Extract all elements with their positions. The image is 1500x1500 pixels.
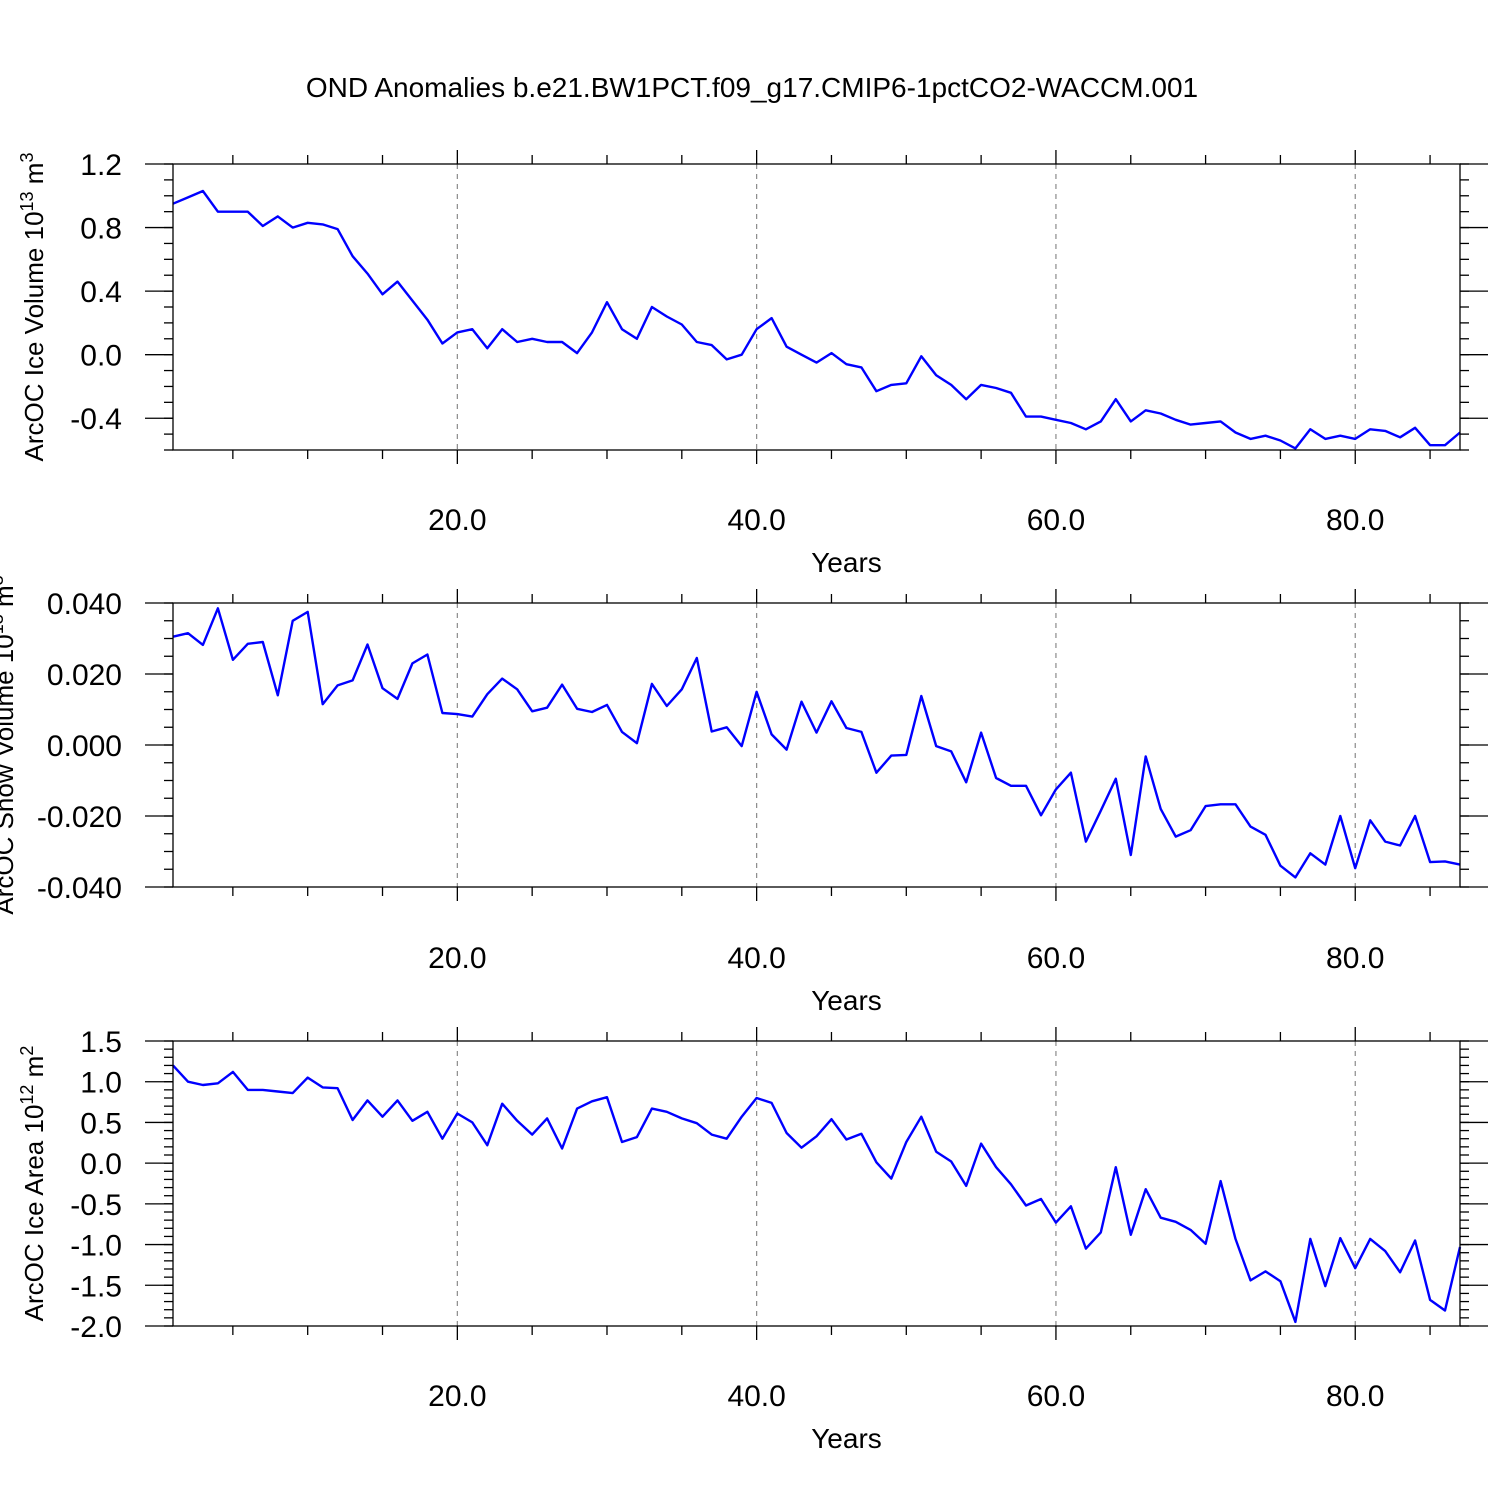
y-tick-label: 1.0 — [80, 1067, 122, 1100]
y-tick-label: 0.4 — [80, 276, 122, 309]
x-tick-label: 80.0 — [1326, 504, 1384, 537]
y-axis-title-exponent: 13 — [17, 191, 37, 211]
y-tick-label: 0.0 — [80, 340, 122, 373]
panel-3: -2.0 -1.5 -1.0 -0.5 0.0 0.5 1.0 1.5 20.0 40.0 60.0… — [17, 1026, 1488, 1454]
y-tick-label: 0.5 — [80, 1107, 122, 1140]
y-tick-label: -0.4 — [70, 403, 122, 436]
y-axis-title-exponent: 12 — [17, 1085, 37, 1105]
y-tick-label: 0.000 — [47, 730, 122, 763]
y-axis-title-exponent: 13 — [0, 614, 7, 634]
y-tick-label: 0.020 — [47, 659, 122, 692]
series-line — [172, 189, 1461, 450]
x-tick-label: 60.0 — [1027, 1380, 1085, 1413]
y-axis-title-unit-exponent: 2 — [17, 1046, 37, 1056]
x-tick-label: 60.0 — [1027, 504, 1085, 537]
plot-frame — [172, 1040, 1461, 1327]
y-tick-label: -2.0 — [70, 1311, 122, 1344]
plot-frame — [172, 602, 1461, 888]
panel-2: -0.040 -0.020 0.000 0.020 0.040 20.0 40.0 60.0 8… — [0, 575, 1488, 1016]
y-axis-title: ArcOC Ice Area 1012 m2 — [17, 1046, 49, 1322]
figure-title: OND Anomalies b.e21.BW1PCT.f09_g17.CMIP6… — [306, 72, 1198, 103]
x-tick-label: 60.0 — [1027, 942, 1085, 975]
y-tick-label: 0.0 — [80, 1148, 122, 1181]
x-tick-label: 20.0 — [428, 504, 486, 537]
x-axis-title: Years — [811, 547, 882, 578]
plot-frame — [172, 163, 1461, 451]
x-tick-label: 80.0 — [1326, 1380, 1384, 1413]
y-axis-title-unit: m — [19, 163, 49, 192]
x-tick-label: 80.0 — [1326, 942, 1384, 975]
y-tick-label: 1.2 — [80, 149, 122, 182]
y-tick-label: -0.020 — [37, 801, 122, 834]
y-tick-label: -1.5 — [70, 1270, 122, 1303]
panel-1: -0.4 0.0 0.4 0.8 1.2 20.0 40.0 60.0 80.0 Years Arc… — [17, 149, 1488, 578]
x-tick-label: 40.0 — [727, 942, 785, 975]
x-axis-title: Years — [811, 1423, 882, 1454]
y-tick-label: -0.040 — [37, 872, 122, 905]
series-line — [172, 607, 1461, 879]
y-tick-label: -0.5 — [70, 1189, 122, 1222]
y-tick-label: 1.5 — [80, 1026, 122, 1059]
y-axis-title-unit: m — [0, 585, 19, 614]
y-axis-title-unit-exponent: 3 — [17, 153, 37, 163]
y-axis-title: ArcOC Snow Volume 1013 m3 — [0, 575, 19, 914]
y-axis-title-unit: m — [19, 1056, 49, 1085]
series-line — [172, 1064, 1462, 1324]
y-tick-label: -1.0 — [70, 1230, 122, 1263]
y-tick-label: 0.8 — [80, 213, 122, 246]
x-tick-label: 40.0 — [727, 504, 785, 537]
x-tick-label: 20.0 — [428, 942, 486, 975]
x-tick-label: 20.0 — [428, 1380, 486, 1413]
x-tick-label: 40.0 — [727, 1380, 785, 1413]
y-axis-title-unit-exponent: 3 — [0, 575, 7, 585]
y-axis-title: ArcOC Ice Volume 1013 m3 — [17, 153, 49, 462]
y-tick-label: 0.040 — [47, 588, 122, 621]
x-axis-title: Years — [811, 985, 882, 1016]
